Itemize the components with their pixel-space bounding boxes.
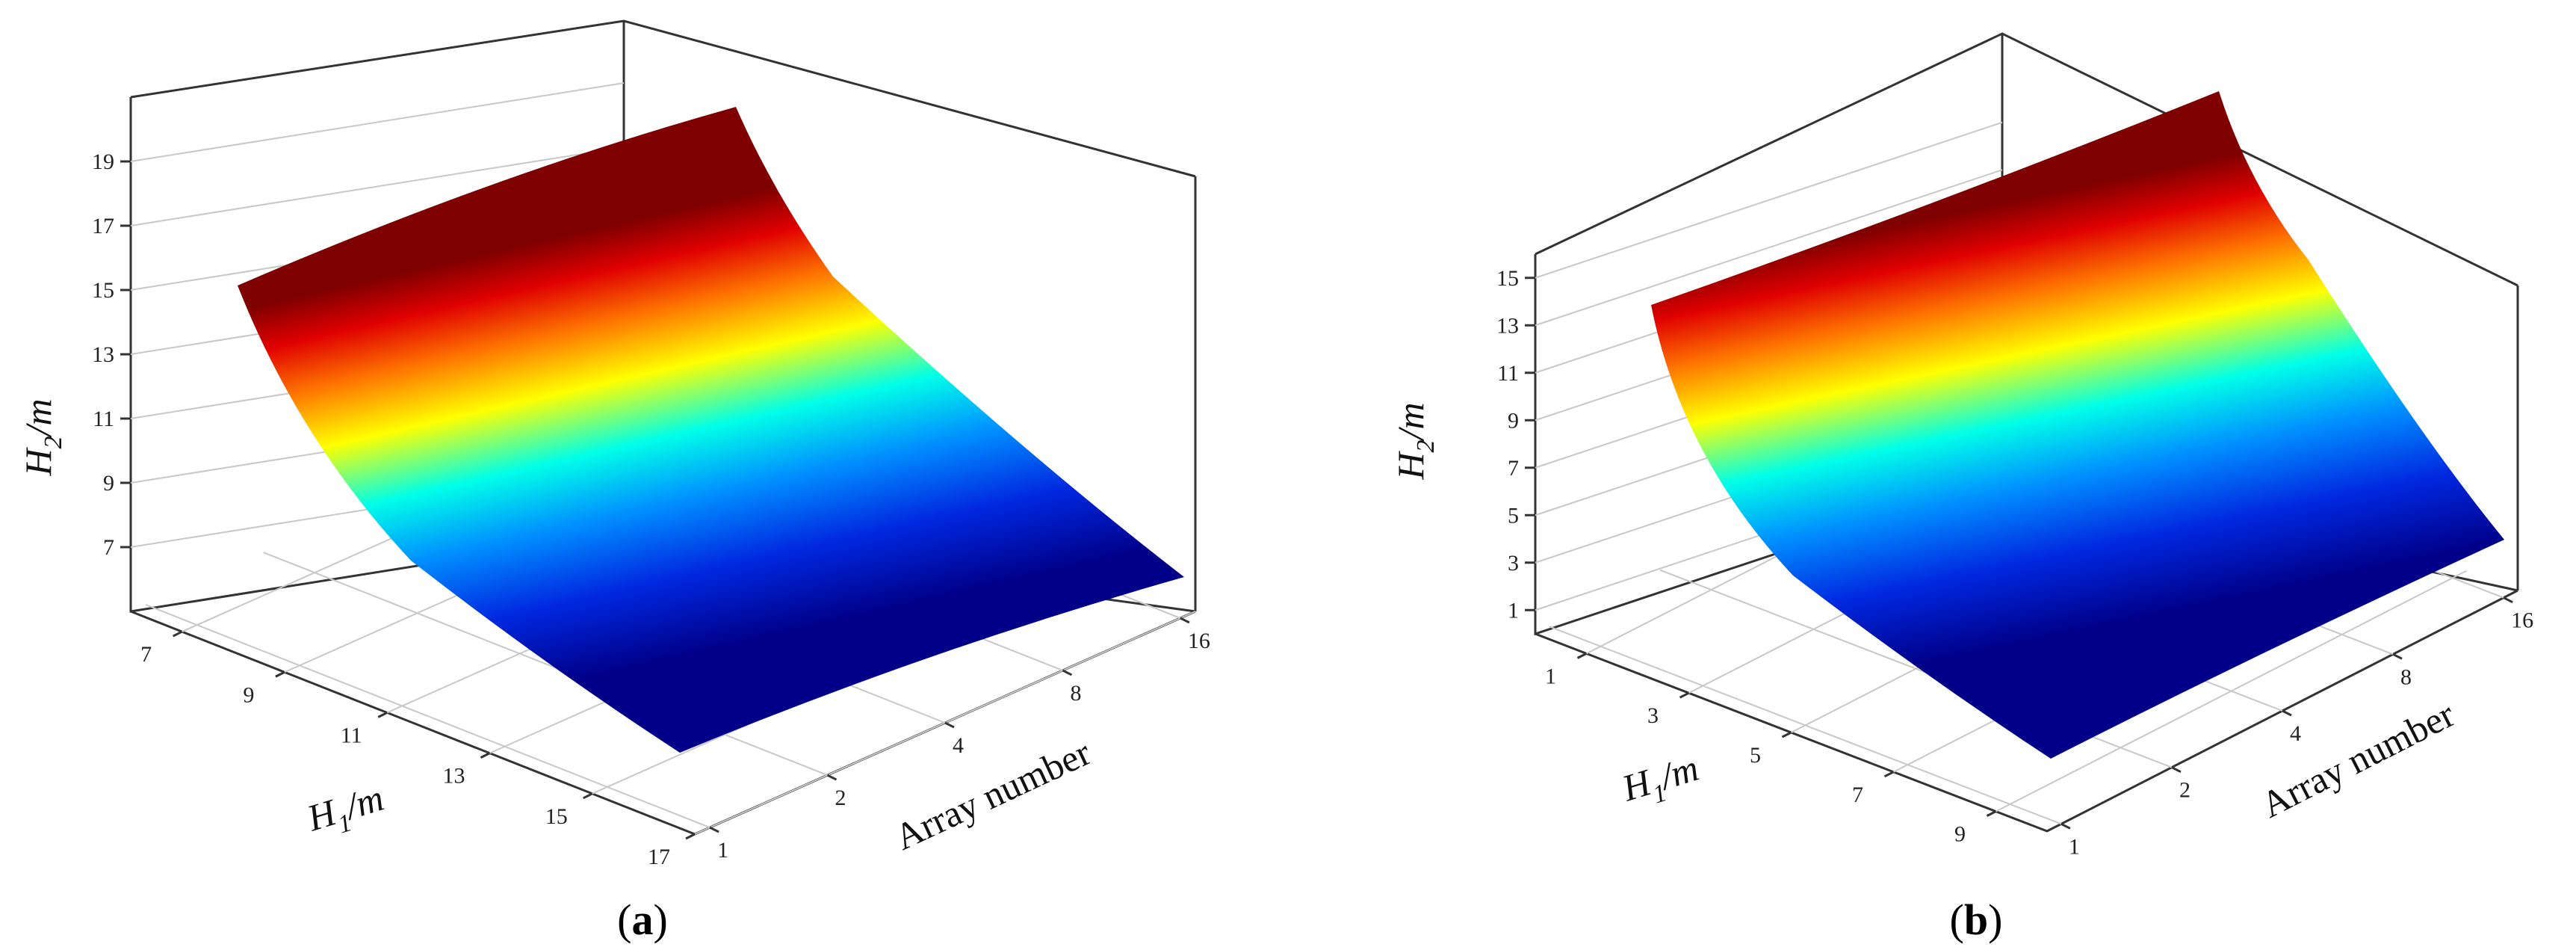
x-tick-label: 13 [442, 764, 465, 789]
y-tick-label: 4 [2290, 721, 2301, 746]
x-ticks-b: 1 3 5 7 9 [1545, 653, 1997, 847]
y-tick-mark [2503, 596, 2513, 604]
x-tick-mark [685, 833, 696, 840]
panel-b-letter: b [1964, 895, 1988, 944]
y-tick-mark [2392, 653, 2403, 660]
y-tick-mark [1180, 617, 1190, 624]
grid-line-z [1535, 169, 2003, 327]
x-tick-mark [377, 712, 388, 718]
panel-label-b: (b) [1950, 895, 2003, 944]
x-tick-mark [275, 670, 285, 678]
z-axis-label-a: H2/m [17, 398, 67, 476]
y-tick-label: 1 [717, 838, 728, 863]
x-tick-label: 3 [1647, 703, 1659, 728]
y-tick-label: 1 [2069, 834, 2080, 859]
x-axis-label-b: H1/m [1617, 747, 1706, 818]
grid-line-z [130, 82, 625, 162]
y-tick-mark [709, 826, 719, 833]
y-tick-mark [2282, 709, 2292, 717]
y-tick-label: 8 [2400, 664, 2412, 689]
panel-a-letter: a [632, 895, 654, 944]
z-tick-label: 17 [92, 214, 114, 238]
panel-b-paren-open: ( [1950, 895, 1964, 944]
x-tick-mark [1986, 810, 1997, 817]
x-axis-label-a: H1/m [302, 777, 391, 848]
z-tick-label: 13 [92, 342, 114, 367]
y-tick-mark [2061, 822, 2071, 830]
y-tick-label: 16 [2511, 608, 2533, 633]
y-tick-label: 16 [1188, 629, 1210, 653]
z-tick-label: 15 [1496, 266, 1519, 291]
grid-line-z [130, 146, 625, 226]
x-tick-label: 1 [1545, 664, 1556, 688]
surface-a [238, 107, 1184, 753]
z-tick-label: 13 [1496, 313, 1519, 338]
x-tick-label: 7 [1852, 783, 1863, 807]
y-tick-label: 2 [835, 786, 846, 810]
z-axis-h-letter-a: H [17, 447, 59, 477]
z-axis-unit-b: /m [1390, 402, 1431, 442]
x-tick-label: 7 [140, 642, 152, 667]
grid-line-y [263, 552, 828, 776]
x-tick-label: 9 [1954, 822, 1966, 847]
x-tick-mark [1781, 731, 1792, 738]
y-tick-label: 8 [1070, 681, 1081, 706]
z-tick-label: 11 [93, 407, 114, 431]
z-axis-unit-a: /m [17, 398, 59, 438]
z-tick-label: 9 [1508, 408, 1519, 433]
y-tick-label: 4 [953, 733, 964, 758]
y-ticks-a: 1 2 4 8 16 [709, 617, 1210, 863]
z-axis-h-letter-b: H [1390, 451, 1431, 481]
y-tick-label: 2 [2179, 778, 2190, 803]
x-tick-label: 9 [243, 682, 254, 707]
z-tick-label: 3 [1508, 551, 1519, 576]
y-tick-mark [2171, 766, 2182, 774]
z-tick-label: 19 [92, 149, 114, 174]
z-tick-label: 15 [92, 278, 114, 303]
z-tick-label: 5 [1508, 503, 1519, 528]
y-tick-mark [1062, 669, 1073, 676]
panel-a-paren-close: ) [654, 895, 668, 944]
x-tick-mark [1883, 771, 1895, 778]
z-tick-label: 9 [103, 471, 114, 496]
y-tick-mark [944, 721, 955, 729]
z-tick-label: 7 [1508, 456, 1519, 481]
x-tick-mark [583, 792, 593, 800]
z-tick-label: 7 [103, 535, 114, 560]
z-tick-label: 1 [1508, 598, 1519, 623]
x-tick-mark [172, 630, 183, 638]
z-axis-label-b: H2/m [1390, 402, 1440, 480]
x-ticks-a: 7 9 11 13 15 17 [140, 630, 696, 869]
y-ticks-b: 1 2 4 8 16 [2061, 596, 2533, 859]
x-tick-mark [1679, 691, 1690, 699]
z-axis-subscript-a: 2 [40, 436, 67, 448]
y-axis-label-a: Array number [888, 731, 1097, 858]
panel-a-paren-open: ( [617, 895, 631, 944]
grid-line-y [1549, 626, 2062, 825]
x-tick-label: 17 [648, 845, 670, 869]
z-axis-subscript-b: 2 [1412, 439, 1440, 452]
panel-b-paren-close: ) [1988, 895, 2002, 944]
grid-line-z [1535, 121, 2003, 279]
y-tick-mark [826, 774, 837, 781]
z-tick-label: 11 [1497, 361, 1519, 386]
x-tick-label: 15 [545, 804, 568, 829]
panel-label-a: (a) [617, 895, 668, 944]
x-tick-label: 5 [1750, 743, 1761, 768]
z-ticks-a: 7 9 11 13 15 17 19 [92, 149, 131, 560]
grid-line-y [145, 604, 710, 828]
x-tick-mark [480, 752, 491, 759]
x-tick-label: 11 [341, 723, 362, 747]
surface-b [1651, 91, 2504, 759]
x-tick-mark [1576, 653, 1588, 659]
